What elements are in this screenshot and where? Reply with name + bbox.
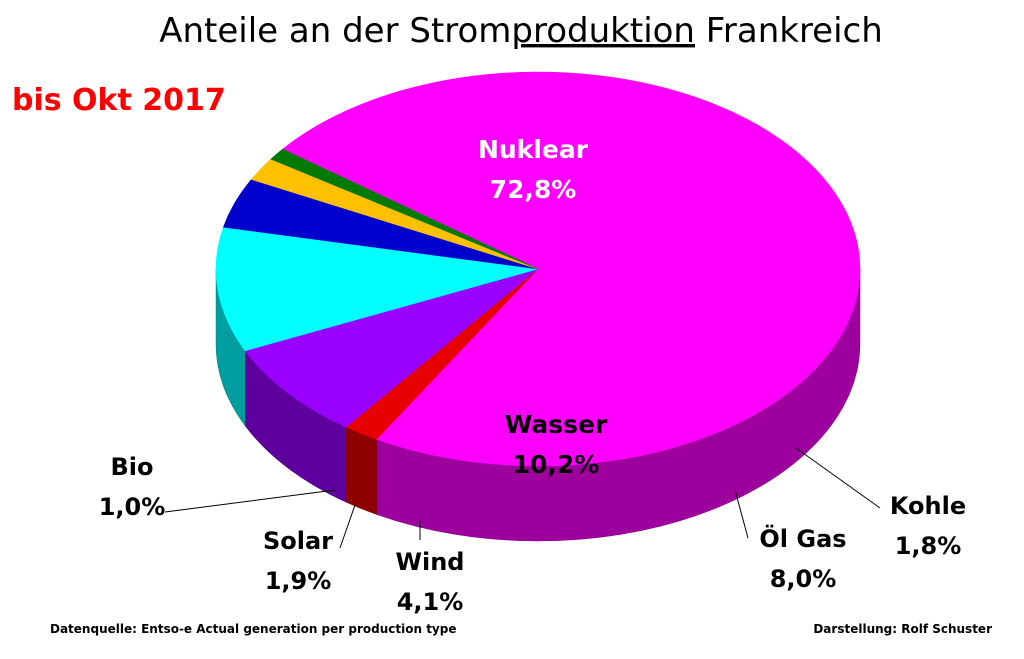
slice-value-bio: 1,0% (99, 493, 166, 521)
slice-labels: Nuklear 72,8% Kohle 1,8% Öl Gas 8,0% Wasser 10,… (99, 135, 966, 616)
pie-slice-wasser (215, 226, 539, 352)
chart-subtitle: bis Okt 2017 (12, 83, 226, 118)
slice-value-wasser: 10,2% (513, 450, 600, 479)
source-note: Datenquelle: Entso-e Actual generation p… (50, 622, 456, 636)
slice-label-nuklear: Nuklear (478, 135, 589, 164)
credit-note: Darstellung: Rolf Schuster (813, 622, 992, 636)
chart-title-part-3: Frankreich (695, 11, 883, 51)
slice-value-oelgas: 8,0% (770, 565, 837, 593)
leader-line-solar (339, 504, 356, 549)
slice-label-oelgas: Öl Gas (759, 523, 846, 553)
pie-slice-nuklear (282, 71, 861, 467)
chart-title: Anteile an der Stromproduktion Frankreic… (159, 11, 883, 51)
leader-line-kohle (795, 447, 881, 509)
chart-title-part-1: Anteile an der Strom (159, 11, 511, 51)
pie-tops (215, 71, 861, 467)
leader-line-oelgas (734, 489, 749, 539)
slice-label-bio: Bio (110, 453, 153, 481)
slice-label-kohle: Kohle (890, 492, 966, 520)
pie-slice-bio (270, 148, 539, 270)
slice-value-kohle: 1,8% (895, 532, 962, 560)
slice-value-wind: 4,1% (397, 588, 464, 616)
pie-sides (215, 268, 861, 542)
slice-label-wind: Wind (396, 548, 465, 576)
leader-lines (164, 447, 881, 549)
pie-side-kohle (345, 426, 377, 515)
slice-label-wasser: Wasser (505, 410, 608, 439)
slice-label-solar: Solar (263, 527, 333, 555)
slice-value-solar: 1,9% (265, 567, 332, 595)
pie-slice-oelgas (244, 268, 539, 428)
chart-title-part-2: produktion (511, 11, 695, 51)
leader-line-bio (164, 489, 336, 513)
slice-value-nuklear: 72,8% (490, 175, 577, 204)
